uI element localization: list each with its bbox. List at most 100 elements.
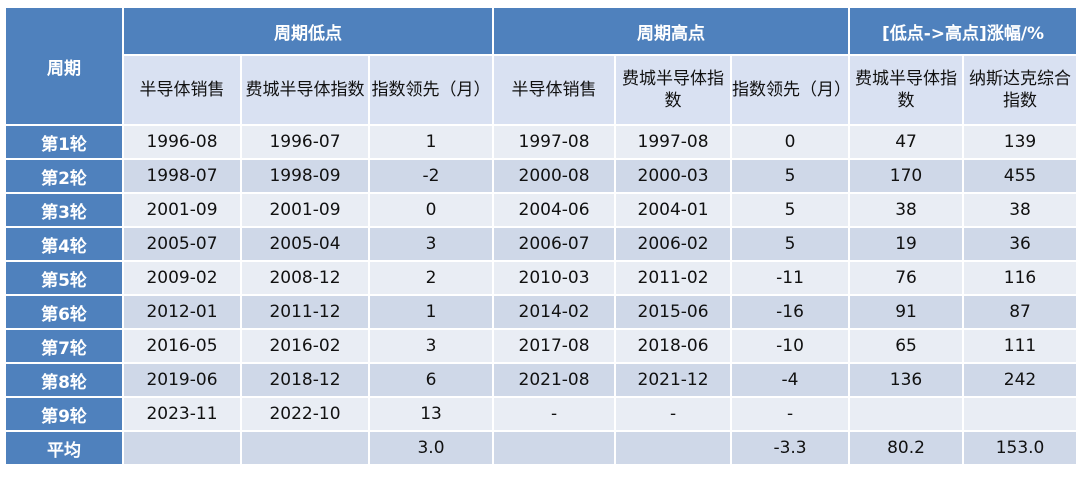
- table-cell: 19: [848, 226, 965, 262]
- table-cell: 5: [730, 158, 851, 194]
- table-cell: 153.0: [962, 430, 1079, 466]
- row-label: 第8轮: [4, 362, 124, 398]
- table-cell: 2008-12: [240, 260, 370, 296]
- table-row: 第8轮 2019-06 2018-12 6 2021-08 2021-12 -4 136 242: [4, 362, 1079, 398]
- table-cell: -2: [367, 158, 495, 194]
- row-label: 第5轮: [4, 260, 124, 296]
- table-cell: 5: [730, 192, 851, 228]
- table-cell: 2010-03: [492, 260, 617, 296]
- table-cell: 1997-08: [492, 124, 617, 160]
- header-cycle-high: 周期高点: [492, 6, 851, 56]
- table-cell: 1997-08: [614, 124, 733, 160]
- semiconductor-cycle-table: 周期 周期低点 周期高点 [低点->高点]涨幅/% 半导体销售 费城半导体指数 …: [4, 6, 1079, 466]
- table-cell: 2019-06: [122, 362, 242, 398]
- table-cell: 2011-02: [614, 260, 733, 296]
- table-row: 第5轮 2009-02 2008-12 2 2010-03 2011-02 -11 76 116: [4, 260, 1079, 296]
- row-label: 第4轮: [4, 226, 124, 262]
- header-period: 周期: [4, 6, 124, 126]
- table-cell: 6: [367, 362, 495, 398]
- table-cell: -10: [730, 328, 851, 364]
- table-cell: 38: [848, 192, 965, 228]
- row-label: 平均: [4, 430, 124, 466]
- table-cell: 47: [848, 124, 965, 160]
- table-row: 第9轮 2023-11 2022-10 13- - -: [4, 396, 1079, 432]
- row-label: 第9轮: [4, 396, 124, 432]
- table-cell: -16: [730, 294, 851, 330]
- table-cell: -11: [730, 260, 851, 296]
- table-cell: [240, 430, 370, 466]
- table-cell: [848, 396, 965, 432]
- table-row: 第4轮 2005-07 2005-04 3 2006-07 2006-02 5 19 36: [4, 226, 1079, 262]
- table-cell: 139: [962, 124, 1079, 160]
- table-cell: 2018-06: [614, 328, 733, 364]
- table-row: 第7轮 2016-05 2016-02 3 2017-08 2018-06 -10 65 111: [4, 328, 1079, 364]
- table-cell: 1: [367, 294, 495, 330]
- table-cell: 2006-02: [614, 226, 733, 262]
- subheader-rise-nasdaq: 纳斯达克综合指数: [962, 54, 1079, 126]
- cycle-table-container: 周期 周期低点 周期高点 [低点->高点]涨幅/% 半导体销售 费城半导体指数 …: [4, 6, 1079, 466]
- row-label: 第2轮: [4, 158, 124, 194]
- table-cell: 1996-07: [240, 124, 370, 160]
- table-cell: 2023-11: [122, 396, 242, 432]
- table-cell: 91: [848, 294, 965, 330]
- table-cell: -: [730, 396, 851, 432]
- table-cell: 1: [367, 124, 495, 160]
- table-cell: 1998-09: [240, 158, 370, 194]
- table-cell: 2021-12: [614, 362, 733, 398]
- table-cell: 111: [962, 328, 1079, 364]
- table-cell: 2022-10: [240, 396, 370, 432]
- table-cell: 3.0: [367, 430, 495, 466]
- table-cell: 2015-06: [614, 294, 733, 330]
- table-cell: 5: [730, 226, 851, 262]
- table-cell: -: [614, 396, 733, 432]
- subheader-high-sox-index: 费城半导体指数: [614, 54, 733, 126]
- table-cell: 2005-07: [122, 226, 242, 262]
- subheader-high-semi-sales: 半导体销售: [492, 54, 617, 126]
- table-cell: [492, 430, 617, 466]
- subheader-high-index-lead: 指数领先（月）: [730, 54, 851, 126]
- table-row: 第3轮 2001-09 2001-09 0 2004-06 2004-01 5 38 38: [4, 192, 1079, 228]
- table-cell: 13: [367, 396, 495, 432]
- table-cell: 2004-06: [492, 192, 617, 228]
- table-cell: 76: [848, 260, 965, 296]
- table-cell: 1998-07: [122, 158, 242, 194]
- table-cell: 2014-02: [492, 294, 617, 330]
- table-cell: -3.3: [730, 430, 851, 466]
- subheader-low-index-lead: 指数领先（月）: [367, 54, 495, 126]
- subheader-low-sox-index: 费城半导体指数: [240, 54, 370, 126]
- table-cell: 2017-08: [492, 328, 617, 364]
- table-cell: 3: [367, 328, 495, 364]
- table-cell: -: [492, 396, 617, 432]
- table-row: 第6轮 2012-01 2011-12 1 2014-02 2015-06 -16 91 87: [4, 294, 1079, 330]
- table-cell: 2001-09: [122, 192, 242, 228]
- table-cell: 136: [848, 362, 965, 398]
- table-cell: 87: [962, 294, 1079, 330]
- header-low-to-high-rise: [低点->高点]涨幅/%: [848, 6, 1079, 56]
- table-cell: 170: [848, 158, 965, 194]
- table-cell: -4: [730, 362, 851, 398]
- table-cell: 2004-01: [614, 192, 733, 228]
- table-cell: 2021-08: [492, 362, 617, 398]
- table-cell: 0: [367, 192, 495, 228]
- table-cell: 2011-12: [240, 294, 370, 330]
- table-cell: 38: [962, 192, 1079, 228]
- subheader-rise-sox-index: 费城半导体指数: [848, 54, 965, 126]
- table-cell: 2001-09: [240, 192, 370, 228]
- subheader-low-semi-sales: 半导体销售: [122, 54, 242, 126]
- table-cell: 2005-04: [240, 226, 370, 262]
- table-cell: 2012-01: [122, 294, 242, 330]
- table-cell: 3: [367, 226, 495, 262]
- table-cell: 116: [962, 260, 1079, 296]
- header-cycle-low: 周期低点: [121, 6, 495, 56]
- table-cell: 2: [367, 260, 495, 296]
- row-label: 第6轮: [4, 294, 124, 330]
- table-cell: 2006-07: [492, 226, 617, 262]
- table-cell: [122, 430, 242, 466]
- table-cell: 0: [730, 124, 851, 160]
- table-row: 第1轮 1996-08 1996-07 1 1997-08 1997-08 0 47 139: [4, 124, 1079, 160]
- table-cell: [962, 396, 1079, 432]
- table-cell: [614, 430, 733, 466]
- table-cell: 2016-02: [240, 328, 370, 364]
- table-row: 第2轮 1998-07 1998-09 -2 2000-08 2000-03 5 170 455: [4, 158, 1079, 194]
- table-body: 第1轮 1996-08 1996-07 1 1997-08 1997-08 0 47 139 第2…: [4, 124, 1079, 466]
